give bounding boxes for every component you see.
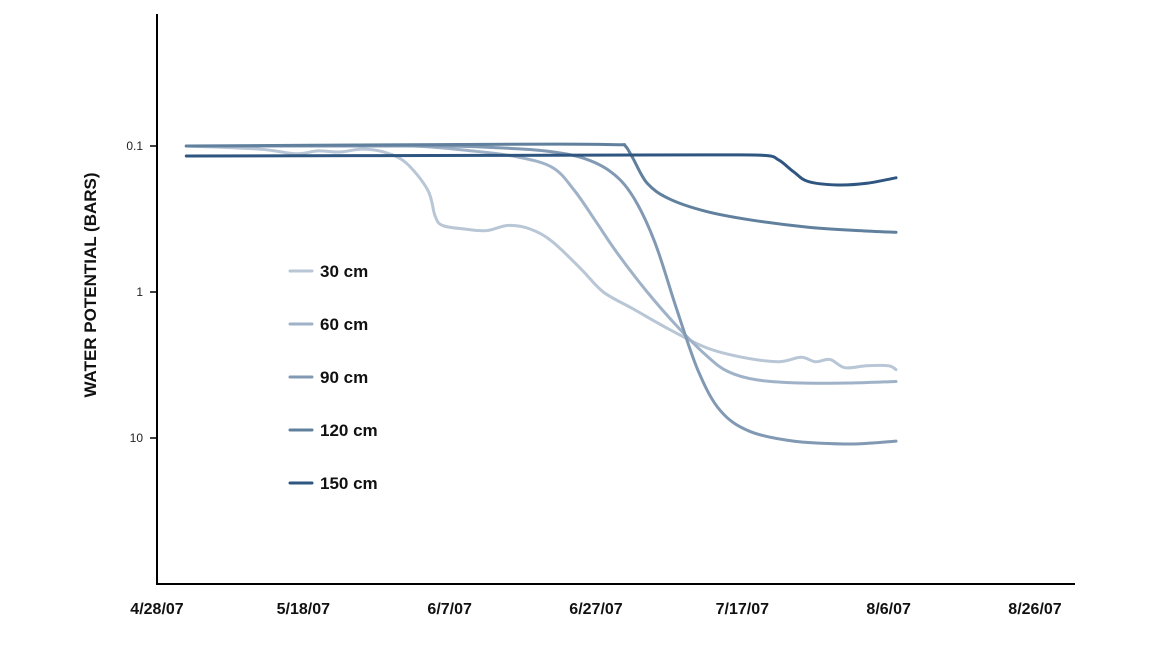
y-tick-label: 10 (130, 431, 144, 445)
series-line-90-cm (184, 144, 898, 446)
x-tick-label: 8/6/07 (866, 601, 911, 618)
y-tick-layer: 0.1 1 10 (126, 139, 157, 445)
x-tick-label: 7/17/07 (716, 601, 769, 618)
x-tick-layer: 4/28/07 5/18/07 6/7/07 6/27/07 7/17/07 8/6/07… (130, 601, 1061, 618)
x-tick-label: 4/28/07 (130, 601, 183, 618)
series-layer (184, 142, 898, 446)
y-tick-label: 1 (136, 285, 143, 299)
x-tick-label: 6/27/07 (569, 601, 622, 618)
x-tick-label: 6/7/07 (427, 601, 472, 618)
series-line-150-cm (184, 153, 898, 187)
legend: 30 cm 60 cm 90 cm 120 cm 150 cm (288, 262, 378, 493)
series-line-120-cm (184, 142, 898, 234)
legend-label: 150 cm (320, 474, 378, 493)
x-tick-label: 8/26/07 (1008, 601, 1061, 618)
y-axis-title: WATER POTENTIAL (BARS) (81, 172, 100, 397)
x-tick-label: 5/18/07 (277, 601, 330, 618)
legend-label: 30 cm (320, 262, 368, 281)
legend-label: 60 cm (320, 315, 368, 334)
legend-label: 120 cm (320, 421, 378, 440)
series-line-30-cm (184, 144, 898, 372)
y-tick-label: 0.1 (126, 139, 143, 153)
legend-label: 90 cm (320, 368, 368, 387)
series-line-60-cm (184, 144, 898, 385)
